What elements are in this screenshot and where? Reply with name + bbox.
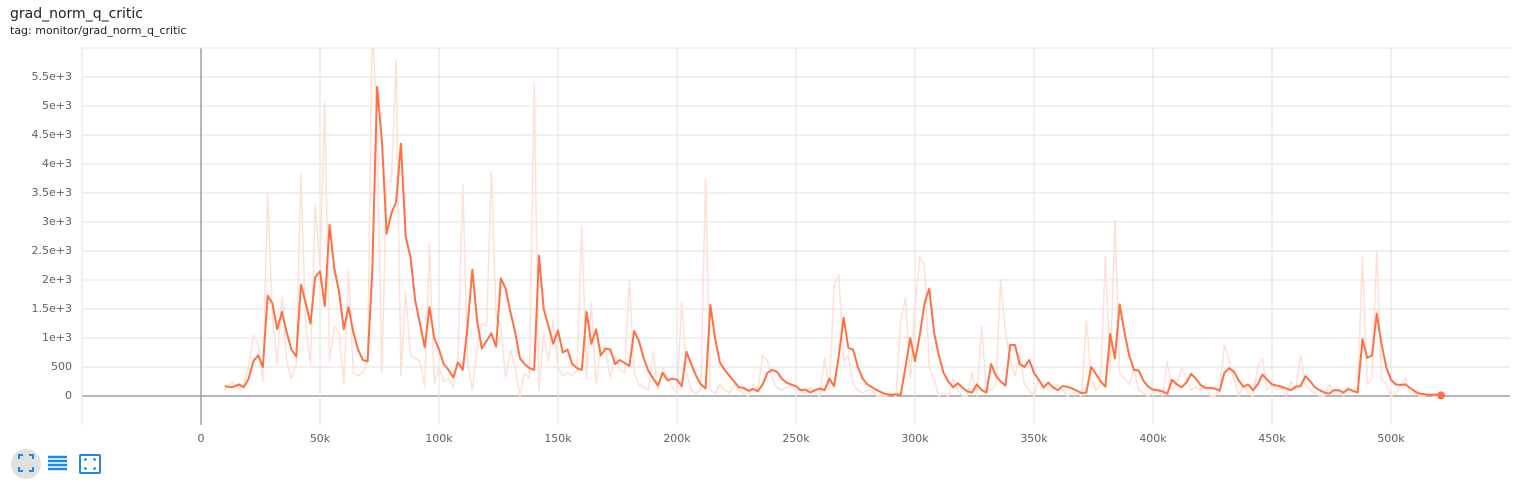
y-tick-label: 5.5e+3 bbox=[32, 70, 72, 83]
last-point bbox=[1436, 391, 1445, 400]
x-tick-label: 250k bbox=[782, 432, 810, 445]
chart-subtitle: tag: monitor/grad_norm_q_critic bbox=[10, 24, 186, 37]
y-tick-label: 1.5e+3 bbox=[32, 302, 72, 315]
log-scale-button[interactable] bbox=[48, 455, 68, 473]
x-tick-label: 500k bbox=[1377, 432, 1405, 445]
raw-line bbox=[224, 48, 1442, 397]
y-tick-label: 0 bbox=[65, 389, 72, 402]
x-tick-label: 50k bbox=[310, 432, 331, 445]
y-tick-label: 1e+3 bbox=[42, 331, 72, 344]
x-tick-label: 100k bbox=[425, 432, 453, 445]
y-tick-label: 4.5e+3 bbox=[32, 128, 72, 141]
smoothed-line bbox=[224, 85, 1442, 397]
toolbar bbox=[11, 449, 101, 479]
y-tick-label: 2.5e+3 bbox=[32, 244, 72, 257]
y-tick-label: 500 bbox=[51, 360, 72, 373]
x-tick-label: 300k bbox=[901, 432, 929, 445]
y-tick-label: 4e+3 bbox=[42, 157, 72, 170]
y-tick-label: 2e+3 bbox=[42, 273, 72, 286]
x-tick-label: 350k bbox=[1020, 432, 1048, 445]
x-tick-label: 450k bbox=[1258, 432, 1286, 445]
y-tick-label: 5e+3 bbox=[42, 99, 72, 112]
y-tick-label: 3.5e+3 bbox=[32, 186, 72, 199]
zoom-button[interactable] bbox=[79, 454, 101, 474]
chart-title: grad_norm_q_critic bbox=[10, 6, 143, 22]
x-tick-label: 0 bbox=[198, 432, 205, 445]
x-tick-label: 200k bbox=[663, 432, 691, 445]
x-tick-label: 150k bbox=[544, 432, 572, 445]
y-tick-label: 3e+3 bbox=[42, 215, 72, 228]
x-tick-label: 400k bbox=[1139, 432, 1167, 445]
fit-button[interactable] bbox=[11, 449, 41, 479]
